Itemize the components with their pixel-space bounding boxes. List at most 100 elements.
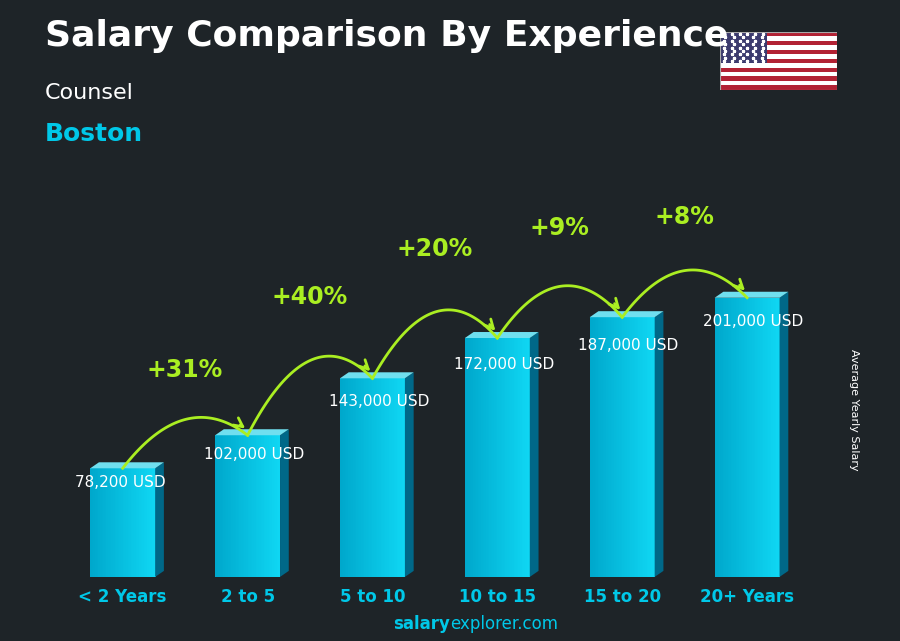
Bar [616,317,617,577]
Bar [777,297,778,577]
Bar [518,338,520,577]
Polygon shape [405,372,414,577]
Bar [228,435,230,577]
Bar [108,469,110,577]
Bar [652,317,653,577]
Bar [128,469,130,577]
Bar [118,469,120,577]
Bar [343,378,346,577]
Bar [225,435,227,577]
Bar [350,378,352,577]
Bar [593,317,595,577]
Text: salary: salary [393,615,450,633]
Bar [395,378,397,577]
Bar [767,297,769,577]
Bar [608,317,609,577]
Bar [241,435,243,577]
Bar [379,378,381,577]
Text: Boston: Boston [45,122,143,146]
Bar [356,378,358,577]
Bar [262,435,265,577]
Bar [721,297,723,577]
Bar [377,378,379,577]
Text: Salary Comparison By Experience: Salary Comparison By Experience [45,19,728,53]
Bar [104,469,107,577]
Bar [595,317,597,577]
Bar [719,297,722,577]
Text: 102,000 USD: 102,000 USD [204,447,304,462]
Bar [515,338,518,577]
Bar [491,338,493,577]
Bar [130,469,133,577]
Bar [720,81,837,85]
Text: 143,000 USD: 143,000 USD [328,394,429,409]
Bar [359,378,362,577]
Bar [269,435,271,577]
Bar [480,338,482,577]
Bar [525,338,526,577]
Bar [261,435,263,577]
Bar [508,338,510,577]
Bar [769,297,770,577]
Bar [385,378,387,577]
Bar [383,378,386,577]
Bar [611,317,613,577]
Bar [627,317,629,577]
Bar [215,435,217,577]
Bar [761,297,764,577]
Bar [391,378,392,577]
Bar [340,378,342,577]
Bar [752,297,754,577]
Bar [122,469,123,577]
Bar [520,338,522,577]
Bar [233,435,235,577]
Bar [637,317,639,577]
Bar [650,317,652,577]
Bar [474,338,477,577]
Bar [735,297,738,577]
Bar [235,435,237,577]
Bar [124,469,126,577]
Bar [617,317,619,577]
Bar [473,338,475,577]
Bar [760,297,762,577]
Bar [249,435,251,577]
Polygon shape [340,372,414,378]
Bar [770,297,772,577]
Bar [726,297,728,577]
Bar [259,435,261,577]
Bar [277,435,279,577]
Bar [720,50,837,54]
Bar [514,338,516,577]
Bar [387,378,389,577]
Bar [468,338,470,577]
Bar [763,297,765,577]
Bar [374,378,376,577]
Bar [482,338,485,577]
Bar [96,469,99,577]
Text: +31%: +31% [147,358,223,382]
Bar [239,435,241,577]
Bar [502,338,504,577]
Bar [775,297,777,577]
Bar [472,338,473,577]
Bar [635,317,637,577]
Polygon shape [155,462,164,577]
Bar [144,469,146,577]
Bar [500,338,502,577]
Bar [494,338,496,577]
Bar [116,469,118,577]
Bar [106,469,108,577]
Bar [765,297,767,577]
Bar [778,297,780,577]
Bar [622,317,625,577]
Bar [720,63,837,67]
Bar [642,317,643,577]
Bar [257,435,259,577]
Bar [236,435,238,577]
Text: 78,200 USD: 78,200 USD [76,475,166,490]
Bar [621,317,623,577]
Bar [466,338,469,577]
Bar [720,67,837,72]
Bar [733,297,734,577]
